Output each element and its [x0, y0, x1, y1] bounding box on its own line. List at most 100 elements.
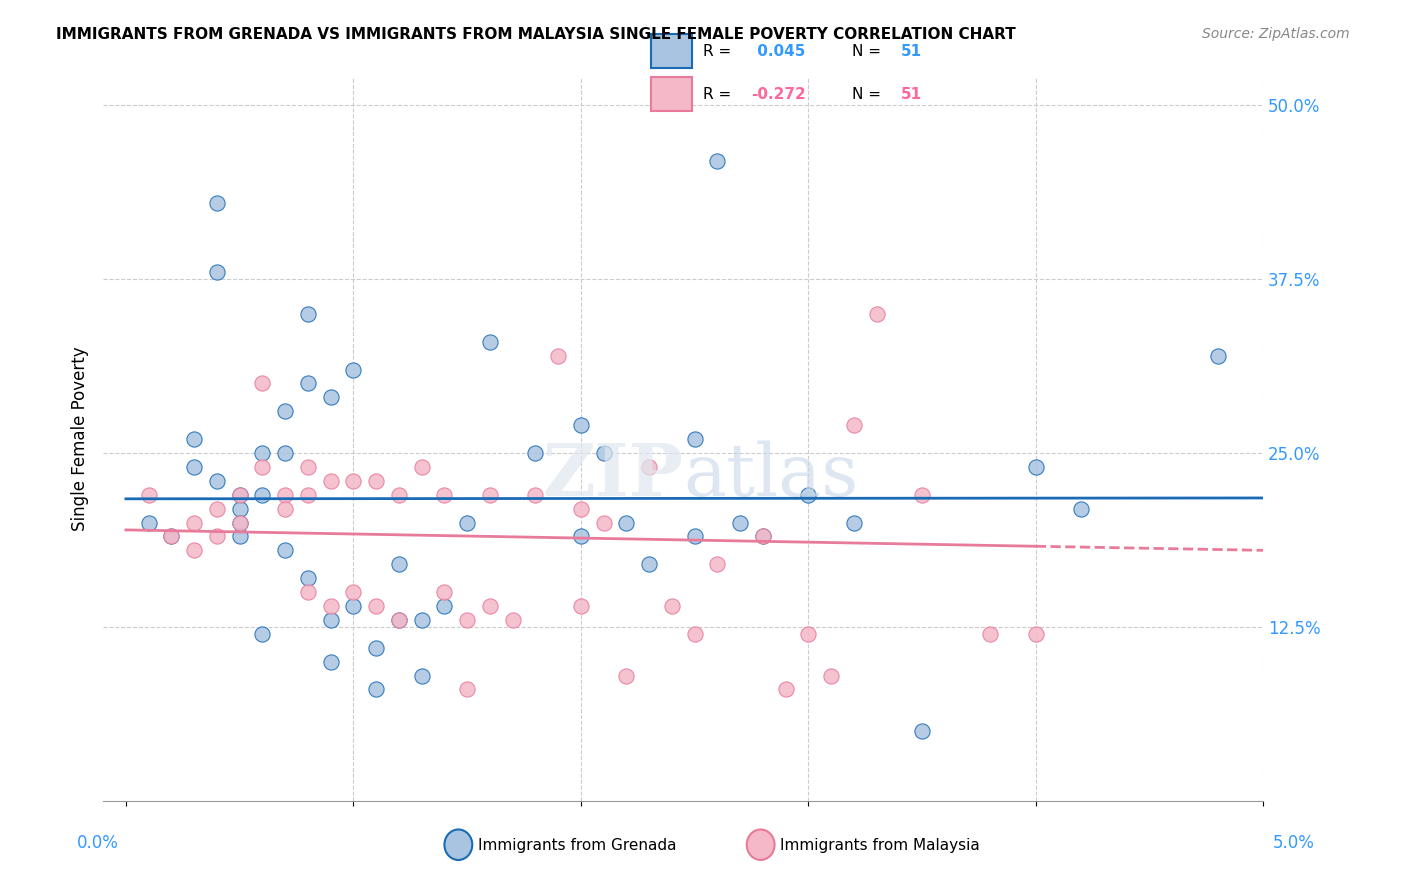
Point	[478, 334, 501, 349]
Point	[342, 599, 364, 613]
Text: N =: N =	[852, 44, 886, 59]
Point	[297, 585, 319, 599]
Text: 51: 51	[900, 87, 922, 102]
Point	[842, 418, 865, 433]
Point	[297, 571, 319, 585]
Text: Source: ZipAtlas.com: Source: ZipAtlas.com	[1202, 27, 1350, 41]
Text: Immigrants from Malaysia: Immigrants from Malaysia	[780, 838, 980, 853]
Point	[364, 474, 387, 488]
Point	[274, 488, 297, 502]
Point	[228, 516, 250, 530]
Point	[364, 682, 387, 697]
Point	[364, 640, 387, 655]
Point	[228, 516, 250, 530]
Point	[342, 585, 364, 599]
Point	[478, 488, 501, 502]
Text: N =: N =	[852, 87, 886, 102]
Point	[297, 307, 319, 321]
Point	[205, 501, 228, 516]
Point	[388, 613, 411, 627]
Point	[911, 488, 934, 502]
Point	[342, 362, 364, 376]
Point	[228, 501, 250, 516]
Point	[456, 682, 478, 697]
Text: 0.045: 0.045	[751, 44, 804, 59]
Point	[1025, 459, 1047, 474]
Point	[252, 459, 274, 474]
Point	[205, 474, 228, 488]
Point	[524, 446, 547, 460]
Point	[411, 459, 433, 474]
Point	[183, 459, 205, 474]
Point	[706, 558, 728, 572]
Text: R =: R =	[703, 87, 737, 102]
Point	[274, 446, 297, 460]
Point	[228, 488, 250, 502]
Y-axis label: Single Female Poverty: Single Female Poverty	[72, 347, 89, 532]
Point	[638, 558, 661, 572]
Point	[183, 432, 205, 446]
Point	[797, 627, 820, 641]
Point	[569, 501, 592, 516]
Point	[319, 390, 342, 404]
Point	[433, 585, 456, 599]
Point	[502, 613, 524, 627]
Point	[138, 516, 160, 530]
Circle shape	[444, 830, 472, 860]
Point	[319, 655, 342, 669]
Text: IMMIGRANTS FROM GRENADA VS IMMIGRANTS FROM MALAYSIA SINGLE FEMALE POVERTY CORREL: IMMIGRANTS FROM GRENADA VS IMMIGRANTS FR…	[56, 27, 1017, 42]
Point	[614, 668, 637, 682]
Point	[205, 265, 228, 279]
Point	[252, 376, 274, 391]
Point	[228, 488, 250, 502]
Point	[524, 488, 547, 502]
Point	[274, 501, 297, 516]
Point	[456, 613, 478, 627]
Point	[706, 153, 728, 168]
Point	[797, 488, 820, 502]
Point	[683, 432, 706, 446]
Point	[364, 599, 387, 613]
Point	[456, 516, 478, 530]
Point	[979, 627, 1001, 641]
Point	[614, 516, 637, 530]
Point	[592, 446, 614, 460]
Text: ZIP: ZIP	[543, 440, 683, 511]
Point	[411, 668, 433, 682]
Point	[388, 613, 411, 627]
FancyBboxPatch shape	[651, 78, 692, 111]
Point	[297, 459, 319, 474]
Point	[183, 516, 205, 530]
Point	[297, 488, 319, 502]
Point	[228, 529, 250, 543]
Point	[865, 307, 887, 321]
Point	[183, 543, 205, 558]
Point	[752, 529, 775, 543]
Text: 5.0%: 5.0%	[1272, 834, 1315, 852]
Text: atlas: atlas	[683, 440, 859, 510]
Point	[569, 599, 592, 613]
Point	[433, 488, 456, 502]
Point	[205, 195, 228, 210]
Point	[569, 418, 592, 433]
Point	[433, 599, 456, 613]
Point	[252, 488, 274, 502]
FancyBboxPatch shape	[651, 34, 692, 68]
Point	[911, 724, 934, 739]
Point	[683, 627, 706, 641]
Point	[319, 613, 342, 627]
Point	[569, 529, 592, 543]
Point	[160, 529, 183, 543]
Point	[138, 488, 160, 502]
Point	[592, 516, 614, 530]
Point	[411, 613, 433, 627]
Point	[252, 446, 274, 460]
Point	[752, 529, 775, 543]
Text: R =: R =	[703, 44, 737, 59]
Point	[160, 529, 183, 543]
Point	[728, 516, 751, 530]
Circle shape	[747, 830, 775, 860]
Point	[547, 349, 569, 363]
Point	[820, 668, 842, 682]
Point	[319, 474, 342, 488]
